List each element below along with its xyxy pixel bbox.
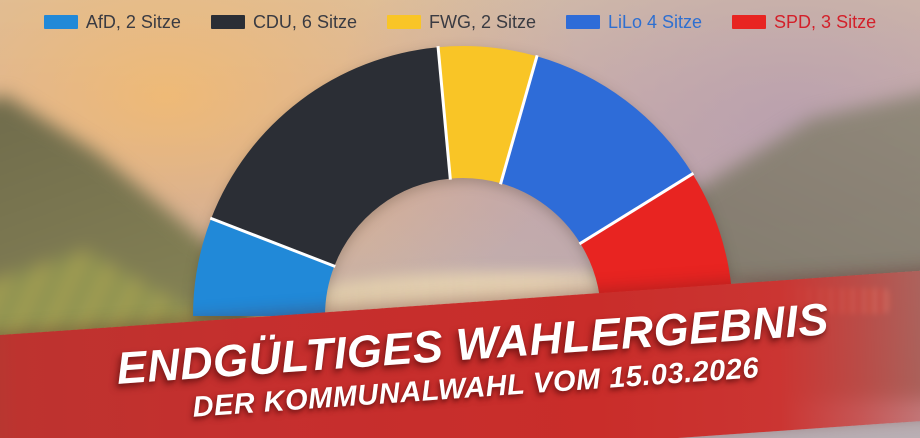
spd-legend-label: SPD, 3 Sitze	[774, 12, 877, 32]
legend-item-cdu: CDU, 6 Sitze	[210, 11, 357, 33]
fwg-legend-label: FWG, 2 Sitze	[428, 12, 536, 32]
fwg-color-swatch	[386, 15, 421, 29]
legend-item-spd: SPD, 3 Sitze	[732, 11, 876, 33]
legend-item-afd: AfD, 2 Sitze	[43, 11, 181, 33]
legend-item-fwg: FWG, 2 Sitze	[386, 11, 536, 33]
spd-color-swatch	[732, 15, 767, 29]
legend-item-lilo: LiLo 4 Sitze	[565, 11, 703, 33]
afd-legend-label: AfD, 2 Sitze	[85, 12, 181, 32]
cdu-legend-label: CDU, 6 Sitze	[252, 12, 357, 32]
afd-color-swatch	[43, 15, 78, 29]
lilo-legend-label: LiLo 4 Sitze	[607, 12, 703, 32]
lilo-color-swatch	[565, 15, 600, 29]
legend: AfD, 2 Sitze CDU, 6 Sitze FWG, 2 Sitze L…	[0, 11, 920, 33]
cdu-color-swatch	[210, 15, 245, 29]
